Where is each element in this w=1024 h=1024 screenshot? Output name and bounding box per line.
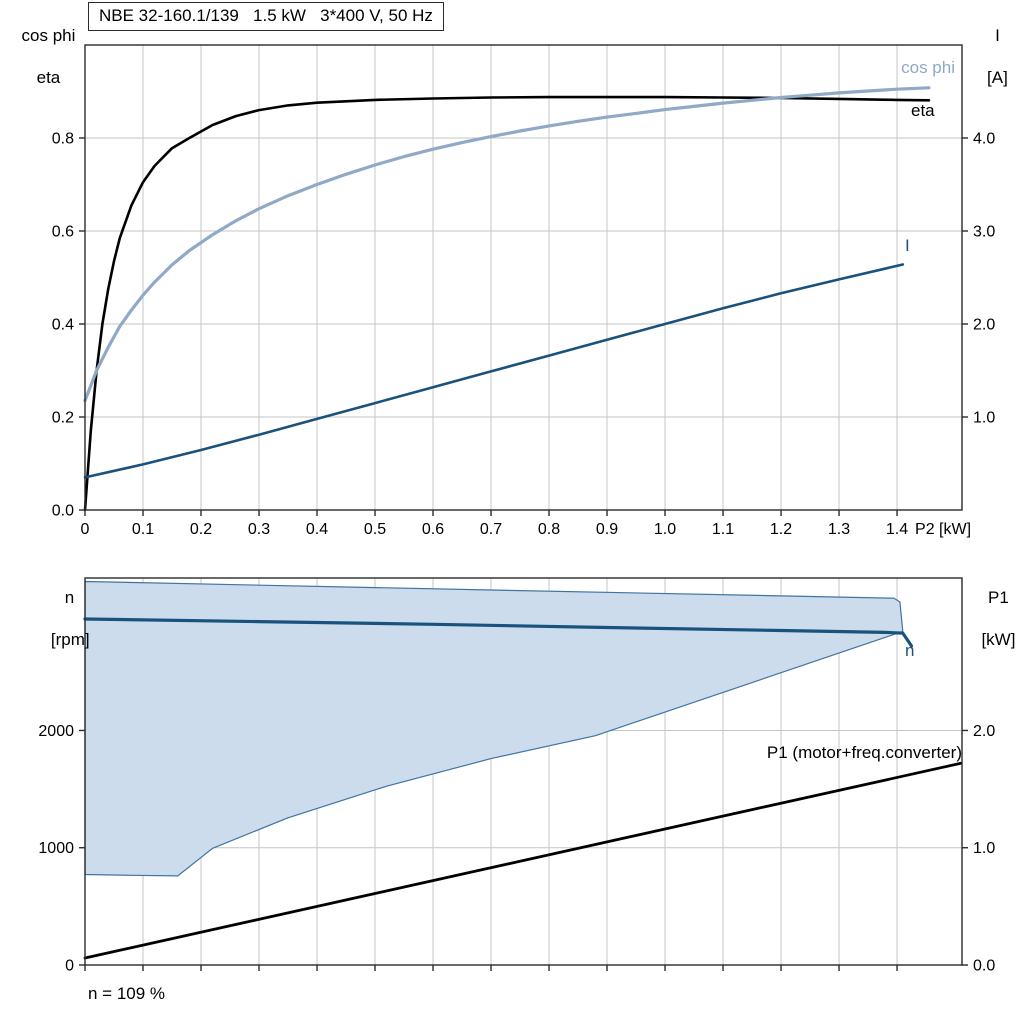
operating-range-envelope [84,580,904,877]
y-right-tick-label: 4.0 [973,131,995,148]
x-tick-label: 0.3 [248,521,270,538]
y-left-tick-label: 1000 [38,840,74,857]
current-axis-label: I [995,26,1000,45]
current-axis-unit: [A] [987,68,1008,87]
x-tick-label: 1.1 [712,521,734,538]
series-p1-motor-freq-converter- [83,761,963,960]
x-tick-label: 0.6 [422,521,444,538]
x-tick-label: 0 [81,521,90,538]
y-left-tick-label: 0.2 [52,410,74,427]
eta-axis-label: eta [36,68,61,87]
x-tick-label: 1.0 [654,521,676,538]
x-axis-unit-label: P2 [kW] [915,521,971,538]
speed-axis-label: n [64,588,75,607]
x-tick-label: 0.8 [538,521,560,538]
current-curve-label: I [905,236,910,255]
x-tick-label: 0.1 [132,521,154,538]
x-tick-label: 1.2 [770,521,792,538]
y-left-tick-label: 0 [65,958,74,975]
series-cos-phi [83,86,931,403]
chart-title-box: NBE 32-160.1/139 1.5 kW 3*400 V, 50 Hz [88,2,444,31]
y-right-tick-label: 1.0 [973,840,995,857]
p1-curve-label: P1 (motor+freq.converter) [766,743,962,762]
p1-axis-label: P1 [988,588,1009,607]
y-left-tick-label: 2000 [38,723,74,740]
x-tick-label: 0.5 [364,521,386,538]
eta-curve-label: eta [911,101,935,120]
y-left-tick-label: 0.6 [52,224,74,241]
x-tick-label: 0.2 [190,521,212,538]
cos-phi-axis-label: cos phi [21,26,76,45]
y-right-tick-label: 2.0 [973,723,995,740]
speed-curve-label: n [905,641,915,660]
x-tick-label: 1.3 [828,521,850,538]
y-left-tick-label: 0.4 [52,317,74,334]
speed-percent-note: n = 109 % [88,984,166,1003]
series-n [83,617,914,648]
p1-axis-unit: [kW] [981,630,1016,649]
cos-phi-curve-label: cos phi [901,58,955,77]
series-i [83,263,905,479]
y-right-tick-label: 0.0 [973,958,995,975]
x-tick-label: 1.4 [886,521,908,538]
x-tick-label: 0.9 [596,521,618,538]
y-left-tick-label: 0.0 [52,503,74,520]
top-left-axis-label: cos phi eta [2,4,76,109]
bottom-left-axis-label: n [rpm] [32,566,90,671]
bottom-right-axis-label: P1 [kW] [962,566,1016,671]
y-right-tick-label: 3.0 [973,224,995,241]
x-tick-label: 0.7 [480,521,502,538]
top-right-axis-label: I [A] [960,4,1016,109]
y-left-tick-label: 0.8 [52,131,74,148]
y-right-tick-label: 2.0 [973,317,995,334]
x-tick-label: 0.4 [306,521,328,538]
plot-frame [84,44,963,511]
plot-frame [84,577,963,966]
series-eta [83,95,931,512]
speed-axis-unit: [rpm] [50,630,90,649]
y-right-tick-label: 1.0 [973,410,995,427]
